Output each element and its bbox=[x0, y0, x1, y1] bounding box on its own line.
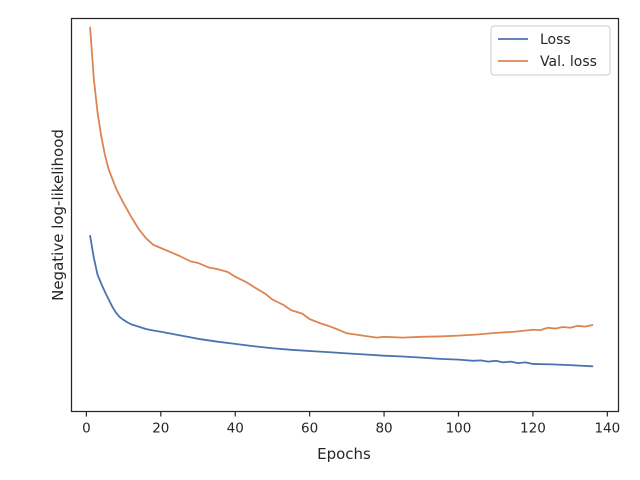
x-tick-label: 60 bbox=[301, 421, 318, 437]
y-axis-label: Negative log-likelihood bbox=[49, 129, 67, 301]
plot-frame bbox=[70, 17, 620, 413]
x-tick-label: 140 bbox=[594, 421, 620, 437]
x-tick-label: 100 bbox=[446, 421, 472, 437]
x-tick-label: 40 bbox=[227, 421, 244, 437]
legend-label-loss: Loss bbox=[540, 32, 571, 48]
x-axis: 0 20 40 60 80 100 120 140 bbox=[82, 411, 620, 437]
x-tick-label: 120 bbox=[520, 421, 546, 437]
x-tick-label: 0 bbox=[82, 421, 91, 437]
x-tick-label: 20 bbox=[152, 421, 169, 437]
series-line-loss bbox=[89, 234, 594, 368]
legend: Loss Val. loss bbox=[490, 25, 611, 76]
series-line-val-loss bbox=[89, 26, 594, 339]
series-layer bbox=[89, 26, 594, 368]
x-tick-label: 80 bbox=[375, 421, 392, 437]
x-axis-label: Epochs bbox=[317, 445, 371, 463]
legend-label-val-loss: Val. loss bbox=[540, 54, 597, 70]
